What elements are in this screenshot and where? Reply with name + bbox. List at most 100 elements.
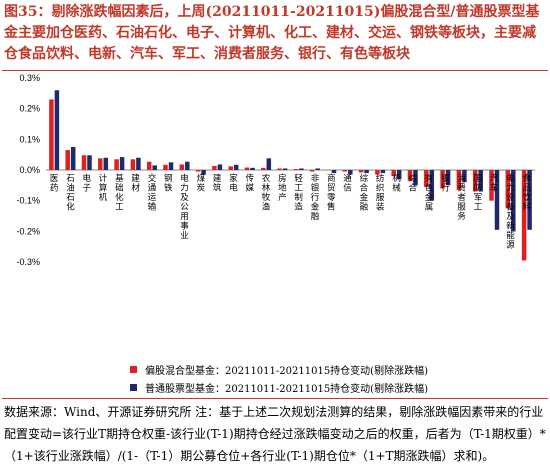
chart-title: 图35：剔除涨跌幅因素后，上周(20211011-20211015)偏股混合型/… — [4, 4, 540, 62]
title-divider — [2, 70, 548, 71]
bar-series2-10 — [217, 164, 223, 170]
x-tick-label: 农林牧渔 — [262, 173, 271, 213]
bar-series1-9 — [195, 170, 201, 172]
x-tick-label: 有色金属 — [425, 173, 434, 213]
x-tick-label: 传媒 — [245, 173, 254, 194]
x-tick-label: 建筑 — [213, 173, 222, 194]
source-note: 数据来源：Wind、开源证券研究所 注：基于上述二次规划法测算的结果，剔除涨跌幅… — [4, 405, 546, 463]
x-tick-label: 综合 — [408, 173, 417, 194]
x-tick-label: 国防军工 — [474, 174, 483, 213]
bar-series2-11 — [233, 164, 239, 170]
y-tick-label: 0.1% — [19, 134, 40, 144]
bar-series2-12 — [250, 167, 255, 170]
bar-series2-14 — [282, 168, 288, 170]
x-tick-label: 汽车 — [490, 173, 499, 194]
legend-label-series1: 偏股混合型基金：20211011-20211015持仓变动(剔除涨跌幅) — [145, 365, 428, 377]
y-tick-label: 0.3% — [19, 73, 40, 83]
bar-series1-6 — [146, 161, 152, 170]
bar-series2-3 — [103, 157, 109, 170]
bar-series1-16 — [309, 170, 315, 172]
bar-series1-20 — [375, 170, 380, 175]
bar-series2-23 — [429, 170, 435, 201]
x-tick-label: 轻工制造 — [294, 173, 303, 213]
x-tick-label: 房地产 — [278, 173, 287, 203]
bar-series2-7 — [168, 162, 174, 170]
x-tick-labels: 医药石油石化电子计算机基础化工建材交通运输钢铁电力及公用事业煤炭建筑家电传媒农林… — [50, 173, 532, 251]
x-tick-label: 机械 — [392, 173, 401, 194]
bar-series1-8 — [179, 164, 185, 170]
chart-axes: 0.3% 0.2% 0.1% 0.0% -0.1% -0.2% -0.3% — [16, 73, 535, 267]
bar-series1-14 — [277, 168, 282, 170]
y-tick-label: 0.0% — [19, 165, 40, 175]
bar-series2-19 — [364, 170, 369, 174]
bar-series1-24 — [440, 170, 445, 189]
y-tick-label: 0.2% — [19, 104, 40, 114]
x-tick-label: 食品饮料 — [523, 173, 532, 213]
bar-series1-27 — [489, 170, 494, 201]
x-tick-label: 通信 — [343, 173, 352, 194]
bar-series2-2 — [87, 155, 92, 170]
bar-series2-0 — [54, 90, 60, 170]
bar-series1-10 — [212, 166, 217, 170]
bar-series1-3 — [98, 158, 103, 170]
x-tick-label: 建材 — [131, 173, 140, 194]
bar-series1-7 — [163, 164, 168, 170]
bar-series1-26 — [472, 170, 478, 192]
legend-label-series2: 普通股票型基金：20211011-20211015持仓变动(剔除涨跌幅) — [145, 383, 428, 395]
bar-series1-18 — [342, 170, 348, 172]
bar-series2-9 — [201, 170, 206, 175]
bar-series1-23 — [424, 170, 429, 187]
y-tick-label: -0.3% — [16, 257, 40, 267]
chart-legend: 偏股混合型基金：20211011-20211015持仓变动(剔除涨跌幅) 普通股… — [130, 360, 428, 396]
bar-series2-15 — [299, 168, 304, 170]
x-tick-label: 石油石化 — [66, 174, 75, 213]
bar-series2-1 — [70, 147, 76, 170]
x-tick-label: 消费者服务 — [457, 173, 466, 222]
x-tick-label: 纺织服装 — [376, 173, 385, 213]
y-tick-label: -0.2% — [16, 226, 40, 236]
bar-series2-25 — [462, 170, 467, 183]
bar-series1-13 — [261, 167, 266, 170]
bar-series2-28 — [511, 170, 516, 232]
bar-series2-6 — [152, 165, 157, 170]
bar-series2-8 — [185, 161, 190, 170]
bar-chart: 0.3% 0.2% 0.1% 0.0% -0.1% -0.2% -0.3% 医药石油石化电子… — [16, 73, 535, 267]
bar-series2-18 — [348, 170, 353, 175]
x-tick-label: 家电 — [229, 173, 238, 194]
legend-swatch-series1 — [130, 365, 137, 373]
y-tick-label: -0.1% — [16, 196, 40, 206]
bar-series1-28 — [505, 170, 511, 209]
bar-series2-22 — [413, 170, 418, 186]
x-tick-label: 钢铁 — [164, 173, 173, 194]
x-tick-label: 非银行金融 — [311, 173, 320, 222]
chart-bars — [49, 90, 532, 261]
bar-series1-5 — [130, 159, 136, 170]
x-tick-label: 电力设备及新能源 — [506, 173, 515, 251]
bar-series2-20 — [380, 170, 386, 174]
source-divider — [2, 398, 548, 399]
x-tick-label: 基础化工 — [115, 173, 124, 213]
legend-item-series1: 偏股混合型基金：20211011-20211015持仓变动(剔除涨跌幅) — [130, 360, 428, 378]
bar-series2-4 — [119, 157, 125, 170]
bar-series2-17 — [331, 170, 337, 174]
bar-series1-11 — [228, 166, 233, 170]
bar-series1-12 — [244, 167, 250, 170]
bar-series1-1 — [65, 150, 70, 170]
x-tick-label: 煤炭 — [197, 173, 206, 194]
bar-series1-4 — [114, 159, 119, 170]
bar-series2-29 — [527, 170, 532, 230]
bar-series2-26 — [478, 170, 483, 192]
bar-series1-25 — [456, 170, 462, 190]
bar-series1-15 — [293, 169, 299, 170]
bar-series1-19 — [358, 170, 364, 173]
bar-series1-17 — [326, 170, 331, 171]
legend-swatch-series2 — [130, 383, 137, 391]
bar-series1-22 — [407, 170, 413, 181]
x-tick-label: 电子 — [82, 173, 91, 194]
bar-series1-21 — [391, 170, 396, 177]
bar-series2-21 — [396, 170, 402, 180]
x-tick-label: 综合金融 — [360, 173, 369, 213]
bar-series1-0 — [49, 99, 54, 170]
bar-series1-29 — [521, 170, 527, 261]
x-tick-label: 计算机 — [99, 173, 108, 203]
